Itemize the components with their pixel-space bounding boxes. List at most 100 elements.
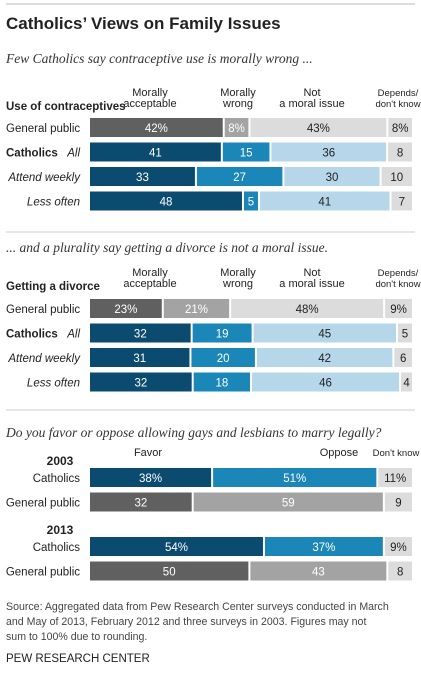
panel2-row-3-seg-2: [191, 348, 255, 367]
panel3-g1-row-2-seg-2: [193, 492, 383, 512]
panel1-row-4-seg-2: [243, 191, 259, 211]
panel1-row-2-value-2: 15: [240, 148, 253, 160]
panel3-g2-row-1-seg-3: [384, 537, 412, 556]
panel2-row-1-seg-3: [231, 299, 384, 318]
panel1-row-label-1: General public: [6, 123, 80, 135]
source-note-line-3: sum to 100% due to rounding.: [6, 631, 147, 643]
panel2-row-1-value-4: 9%: [390, 304, 407, 316]
panel3-g2-row-2-value-3: 8: [397, 567, 403, 579]
panel1-row-label-4: Less often: [27, 197, 80, 209]
panel2-row-2-value-2: 19: [216, 329, 229, 341]
panel1-row-2-seg-2: [222, 142, 270, 162]
panel2-row-2-value-3: 45: [318, 329, 331, 341]
panel3-g1-row-2-value-2: 59: [282, 498, 295, 510]
panel2-row-3-value-1: 31: [133, 353, 146, 365]
panel2-series-header-4: Depends/: [378, 268, 419, 279]
panel1-row-4-value-1: 48: [160, 197, 173, 209]
panel2-series-header-1: Morally: [132, 267, 168, 279]
panel1-row-4-value-4: 7: [399, 197, 405, 209]
panel3-g2-row-1-value-2: 37%: [312, 542, 335, 554]
panel1-row-2-seg-4: [388, 142, 412, 162]
chart-title: Catholics’ Views on Family Issues: [6, 14, 281, 33]
panel1-series-header-4: don't know: [375, 99, 420, 110]
panel1-row-3-seg-4: [381, 167, 412, 186]
panel3-g2-row-2-seg-3: [388, 561, 412, 581]
panel1-series-header-2: wrong: [222, 98, 253, 110]
panel1-row-4-seg-4: [391, 191, 412, 211]
panel1-row-1-seg-1: [90, 118, 223, 137]
panel3-g1-row-1-value-3: 11%: [384, 473, 406, 485]
panel2-row-label-4: Less often: [27, 378, 80, 390]
panel1-row-1-value-2: 8%: [228, 123, 245, 135]
panel1-row-4-value-2: 5: [248, 197, 254, 209]
panel1-row-3-seg-2: [196, 167, 283, 186]
panel2-row-3-value-3: 42: [318, 353, 331, 365]
panel2-row-1-seg-4: [385, 299, 412, 318]
panel2-row-3-seg-3: [256, 348, 393, 367]
panel1-row-3-value-3: 30: [326, 172, 339, 184]
panel2-row-1-value-1: 23%: [114, 304, 137, 316]
panel1-series-header-3: Not: [303, 87, 320, 99]
panel1-row-1-seg-2: [224, 118, 249, 137]
panel3-g1-row-label-2: General public: [6, 498, 80, 510]
panel2-row-1-value-2: 21%: [185, 304, 208, 316]
panel3-g2-row-2-value-1: 50: [163, 567, 176, 579]
panel1-row-3-value-4: 10: [390, 172, 403, 184]
panel2-subtitle: ... and a plurality say getting a divorc…: [6, 240, 328, 255]
panel3-year-1: 2003: [47, 454, 74, 468]
panel3-g1-row-2-value-3: 9: [395, 498, 401, 510]
panel2-row-2-value-1: 32: [134, 329, 147, 341]
panel1-series-header-2: Morally: [220, 87, 256, 99]
panel3-g1-row-1-value-1: 38%: [139, 473, 162, 485]
panel2-row-label-1: General public: [6, 304, 80, 316]
panel1-row-2-seg-3: [271, 142, 387, 162]
panel3-g2-row-2-seg-1: [90, 561, 249, 581]
panel2-row-3-value-2: 20: [217, 353, 230, 365]
panel3-g2-row-1-seg-1: [90, 537, 263, 556]
panel2-row-label-2: Catholics: [6, 329, 58, 341]
panel3-g1-row-2-value-1: 32: [134, 498, 147, 510]
panel2-row-1-seg-2: [163, 299, 230, 318]
panel3-series-header-2: Oppose: [320, 447, 359, 459]
panel3-subtitle: Do you favor or oppose allowing gays and…: [5, 425, 382, 440]
panel1-row-1-value-4: 8%: [392, 123, 409, 135]
panel2-row-sublabel-2: All: [66, 329, 80, 341]
panel3-g2-row-label-1: Catholics: [33, 542, 81, 554]
panel2-series-header-1: acceptable: [123, 278, 176, 290]
panel3-year-2: 2013: [47, 523, 74, 537]
panel1-row-4-seg-1: [90, 191, 242, 211]
panel2-row-2-seg-1: [90, 323, 191, 343]
panel2-row-group-label: Getting a divorce: [6, 281, 100, 293]
panel2-series-header-3: a moral issue: [279, 278, 344, 290]
panel1-row-2-value-3: 36: [322, 148, 335, 160]
panel3-series-header-3: Don't know: [373, 448, 420, 459]
panel1-row-3-seg-1: [90, 167, 195, 186]
panel1-row-2-seg-1: [90, 142, 221, 162]
panel3-g1-row-1-seg-3: [378, 468, 412, 487]
panel2-series-header-3: Not: [303, 267, 320, 279]
panel2-row-1-value-3: 48%: [296, 304, 319, 316]
panel2-row-4-seg-1: [90, 372, 192, 392]
panel2-row-4-seg-3: [252, 372, 400, 392]
panel2-row-1-seg-1: [90, 299, 162, 318]
panel2-row-4-value-2: 18: [215, 378, 228, 390]
panel1-subtitle: Few Catholics say contraceptive use is m…: [5, 51, 313, 66]
panel3-g1-row-label-1: Catholics: [33, 473, 81, 485]
panel2-row-label-3: Attend weekly: [7, 353, 81, 365]
panel1-row-3-value-2: 27: [233, 172, 246, 184]
panel2-row-4-seg-2: [193, 372, 250, 392]
panel1-row-2-value-4: 8: [397, 148, 403, 160]
panel1-series-header-4: Depends/: [378, 88, 419, 99]
panel1-row-label-3: Attend weekly: [7, 172, 81, 184]
panel2-row-3-value-4: 6: [400, 353, 406, 365]
panel2-row-3-seg-1: [90, 348, 190, 367]
panel1-row-sublabel-2: All: [66, 148, 80, 160]
panel3-g2-row-1-seg-2: [264, 537, 383, 556]
panel2-row-4-value-4: 4: [403, 378, 410, 390]
panel2-series-header-2: Morally: [220, 267, 256, 279]
panel3-g2-row-label-2: General public: [6, 567, 80, 579]
panel3-series-header-1: Favor: [134, 447, 162, 459]
panel1-row-label-2: Catholics: [6, 148, 58, 160]
panel2-row-4-seg-4: [401, 372, 412, 392]
